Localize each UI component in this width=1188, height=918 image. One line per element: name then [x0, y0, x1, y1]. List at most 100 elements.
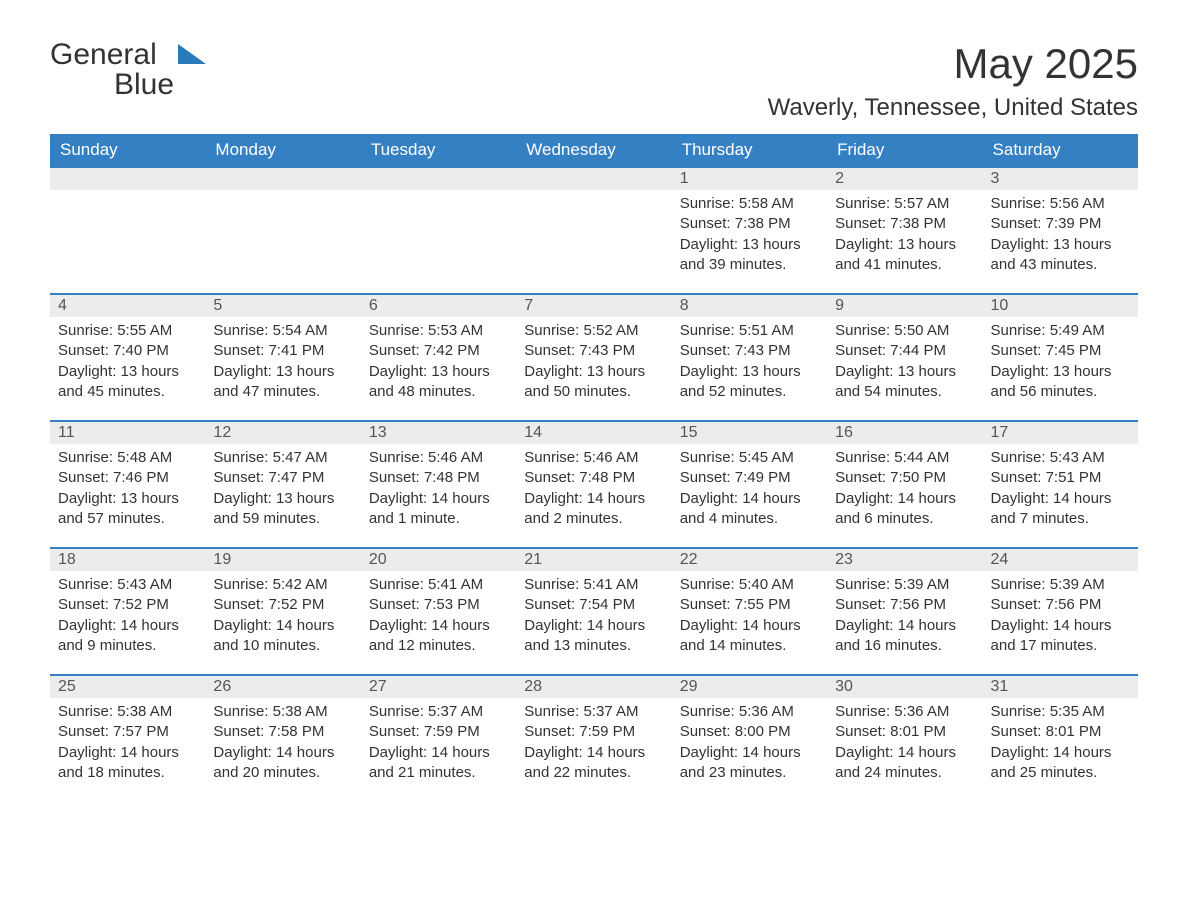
day-number: 12 [205, 422, 360, 444]
day-body: Sunrise: 5:44 AMSunset: 7:50 PMDaylight:… [827, 444, 982, 547]
day-body: Sunrise: 5:36 AMSunset: 8:00 PMDaylight:… [672, 698, 827, 801]
calendar-day-cell: 15Sunrise: 5:45 AMSunset: 7:49 PMDayligh… [672, 421, 827, 548]
calendar-week-row: 18Sunrise: 5:43 AMSunset: 7:52 PMDayligh… [50, 548, 1138, 675]
calendar-day-cell: 7Sunrise: 5:52 AMSunset: 7:43 PMDaylight… [516, 294, 671, 421]
sunset-line: Sunset: 8:00 PM [680, 722, 819, 742]
weekday-header: Wednesday [516, 134, 671, 167]
sunset-line: Sunset: 7:59 PM [524, 722, 663, 742]
calendar-day-cell: 23Sunrise: 5:39 AMSunset: 7:56 PMDayligh… [827, 548, 982, 675]
day-number: 1 [672, 168, 827, 190]
day-body-empty [205, 190, 360, 286]
calendar-day-cell: 3Sunrise: 5:56 AMSunset: 7:39 PMDaylight… [983, 167, 1138, 294]
day-body: Sunrise: 5:40 AMSunset: 7:55 PMDaylight:… [672, 571, 827, 674]
day-body: Sunrise: 5:38 AMSunset: 7:57 PMDaylight:… [50, 698, 205, 801]
calendar-day-cell: 10Sunrise: 5:49 AMSunset: 7:45 PMDayligh… [983, 294, 1138, 421]
sunrise-line: Sunrise: 5:46 AM [369, 448, 508, 468]
calendar-day-cell: 5Sunrise: 5:54 AMSunset: 7:41 PMDaylight… [205, 294, 360, 421]
sunset-line: Sunset: 7:58 PM [213, 722, 352, 742]
sunrise-line: Sunrise: 5:40 AM [680, 575, 819, 595]
daylight-line: Daylight: 14 hours and 13 minutes. [524, 616, 663, 657]
daylight-line: Daylight: 13 hours and 50 minutes. [524, 362, 663, 403]
day-number: 7 [516, 295, 671, 317]
daylight-line: Daylight: 14 hours and 7 minutes. [991, 489, 1130, 530]
day-body: Sunrise: 5:41 AMSunset: 7:54 PMDaylight:… [516, 571, 671, 674]
sunset-line: Sunset: 7:46 PM [58, 468, 197, 488]
calendar-day-cell: 24Sunrise: 5:39 AMSunset: 7:56 PMDayligh… [983, 548, 1138, 675]
sunset-line: Sunset: 7:50 PM [835, 468, 974, 488]
day-body: Sunrise: 5:46 AMSunset: 7:48 PMDaylight:… [516, 444, 671, 547]
sunrise-line: Sunrise: 5:43 AM [991, 448, 1130, 468]
title-block: May 2025 Waverly, Tennessee, United Stat… [768, 40, 1138, 122]
calendar-day-cell: 2Sunrise: 5:57 AMSunset: 7:38 PMDaylight… [827, 167, 982, 294]
daylight-line: Daylight: 13 hours and 59 minutes. [213, 489, 352, 530]
day-number: 23 [827, 549, 982, 571]
sunrise-line: Sunrise: 5:38 AM [213, 702, 352, 722]
sunset-line: Sunset: 7:44 PM [835, 341, 974, 361]
daylight-line: Daylight: 14 hours and 12 minutes. [369, 616, 508, 657]
calendar-week-row: 1Sunrise: 5:58 AMSunset: 7:38 PMDaylight… [50, 167, 1138, 294]
day-body: Sunrise: 5:55 AMSunset: 7:40 PMDaylight:… [50, 317, 205, 420]
sunset-line: Sunset: 7:56 PM [991, 595, 1130, 615]
day-number: 22 [672, 549, 827, 571]
day-body: Sunrise: 5:58 AMSunset: 7:38 PMDaylight:… [672, 190, 827, 293]
daylight-line: Daylight: 14 hours and 1 minute. [369, 489, 508, 530]
sunset-line: Sunset: 7:54 PM [524, 595, 663, 615]
sunrise-line: Sunrise: 5:48 AM [58, 448, 197, 468]
day-number: 8 [672, 295, 827, 317]
day-body: Sunrise: 5:43 AMSunset: 7:51 PMDaylight:… [983, 444, 1138, 547]
logo-text-block: General Blue [50, 40, 174, 100]
day-number-empty [516, 168, 671, 190]
day-body: Sunrise: 5:35 AMSunset: 8:01 PMDaylight:… [983, 698, 1138, 801]
sunrise-line: Sunrise: 5:37 AM [524, 702, 663, 722]
weekday-header: Monday [205, 134, 360, 167]
day-number: 11 [50, 422, 205, 444]
calendar-day-cell: 25Sunrise: 5:38 AMSunset: 7:57 PMDayligh… [50, 675, 205, 801]
day-body: Sunrise: 5:52 AMSunset: 7:43 PMDaylight:… [516, 317, 671, 420]
daylight-line: Daylight: 14 hours and 2 minutes. [524, 489, 663, 530]
day-body: Sunrise: 5:39 AMSunset: 7:56 PMDaylight:… [983, 571, 1138, 674]
calendar-day-cell: 21Sunrise: 5:41 AMSunset: 7:54 PMDayligh… [516, 548, 671, 675]
calendar-day-cell: 28Sunrise: 5:37 AMSunset: 7:59 PMDayligh… [516, 675, 671, 801]
calendar-day-cell [205, 167, 360, 294]
daylight-line: Daylight: 13 hours and 43 minutes. [991, 235, 1130, 276]
day-number-empty [50, 168, 205, 190]
sunset-line: Sunset: 7:48 PM [369, 468, 508, 488]
calendar-day-cell: 26Sunrise: 5:38 AMSunset: 7:58 PMDayligh… [205, 675, 360, 801]
day-body: Sunrise: 5:57 AMSunset: 7:38 PMDaylight:… [827, 190, 982, 293]
daylight-line: Daylight: 13 hours and 57 minutes. [58, 489, 197, 530]
sunset-line: Sunset: 7:39 PM [991, 214, 1130, 234]
logo: General Blue [50, 40, 206, 100]
day-number: 26 [205, 676, 360, 698]
day-number: 17 [983, 422, 1138, 444]
day-body: Sunrise: 5:56 AMSunset: 7:39 PMDaylight:… [983, 190, 1138, 293]
calendar-day-cell: 8Sunrise: 5:51 AMSunset: 7:43 PMDaylight… [672, 294, 827, 421]
day-number: 5 [205, 295, 360, 317]
day-number: 9 [827, 295, 982, 317]
daylight-line: Daylight: 13 hours and 52 minutes. [680, 362, 819, 403]
weekday-header: Tuesday [361, 134, 516, 167]
sunrise-line: Sunrise: 5:58 AM [680, 194, 819, 214]
calendar-day-cell: 14Sunrise: 5:46 AMSunset: 7:48 PMDayligh… [516, 421, 671, 548]
daylight-line: Daylight: 14 hours and 6 minutes. [835, 489, 974, 530]
sunrise-line: Sunrise: 5:55 AM [58, 321, 197, 341]
day-number: 31 [983, 676, 1138, 698]
day-number: 29 [672, 676, 827, 698]
sunrise-line: Sunrise: 5:45 AM [680, 448, 819, 468]
sunset-line: Sunset: 7:55 PM [680, 595, 819, 615]
calendar-body: 1Sunrise: 5:58 AMSunset: 7:38 PMDaylight… [50, 167, 1138, 801]
sunset-line: Sunset: 7:49 PM [680, 468, 819, 488]
sunrise-line: Sunrise: 5:44 AM [835, 448, 974, 468]
weekday-header-row: SundayMondayTuesdayWednesdayThursdayFrid… [50, 134, 1138, 167]
sunrise-line: Sunrise: 5:46 AM [524, 448, 663, 468]
day-number: 30 [827, 676, 982, 698]
sunset-line: Sunset: 7:43 PM [524, 341, 663, 361]
calendar-day-cell: 20Sunrise: 5:41 AMSunset: 7:53 PMDayligh… [361, 548, 516, 675]
calendar-day-cell [361, 167, 516, 294]
sunset-line: Sunset: 7:51 PM [991, 468, 1130, 488]
sunrise-line: Sunrise: 5:35 AM [991, 702, 1130, 722]
location-text: Waverly, Tennessee, United States [768, 94, 1138, 122]
day-number: 25 [50, 676, 205, 698]
logo-word1: General [50, 38, 157, 71]
calendar-day-cell: 1Sunrise: 5:58 AMSunset: 7:38 PMDaylight… [672, 167, 827, 294]
day-number: 4 [50, 295, 205, 317]
